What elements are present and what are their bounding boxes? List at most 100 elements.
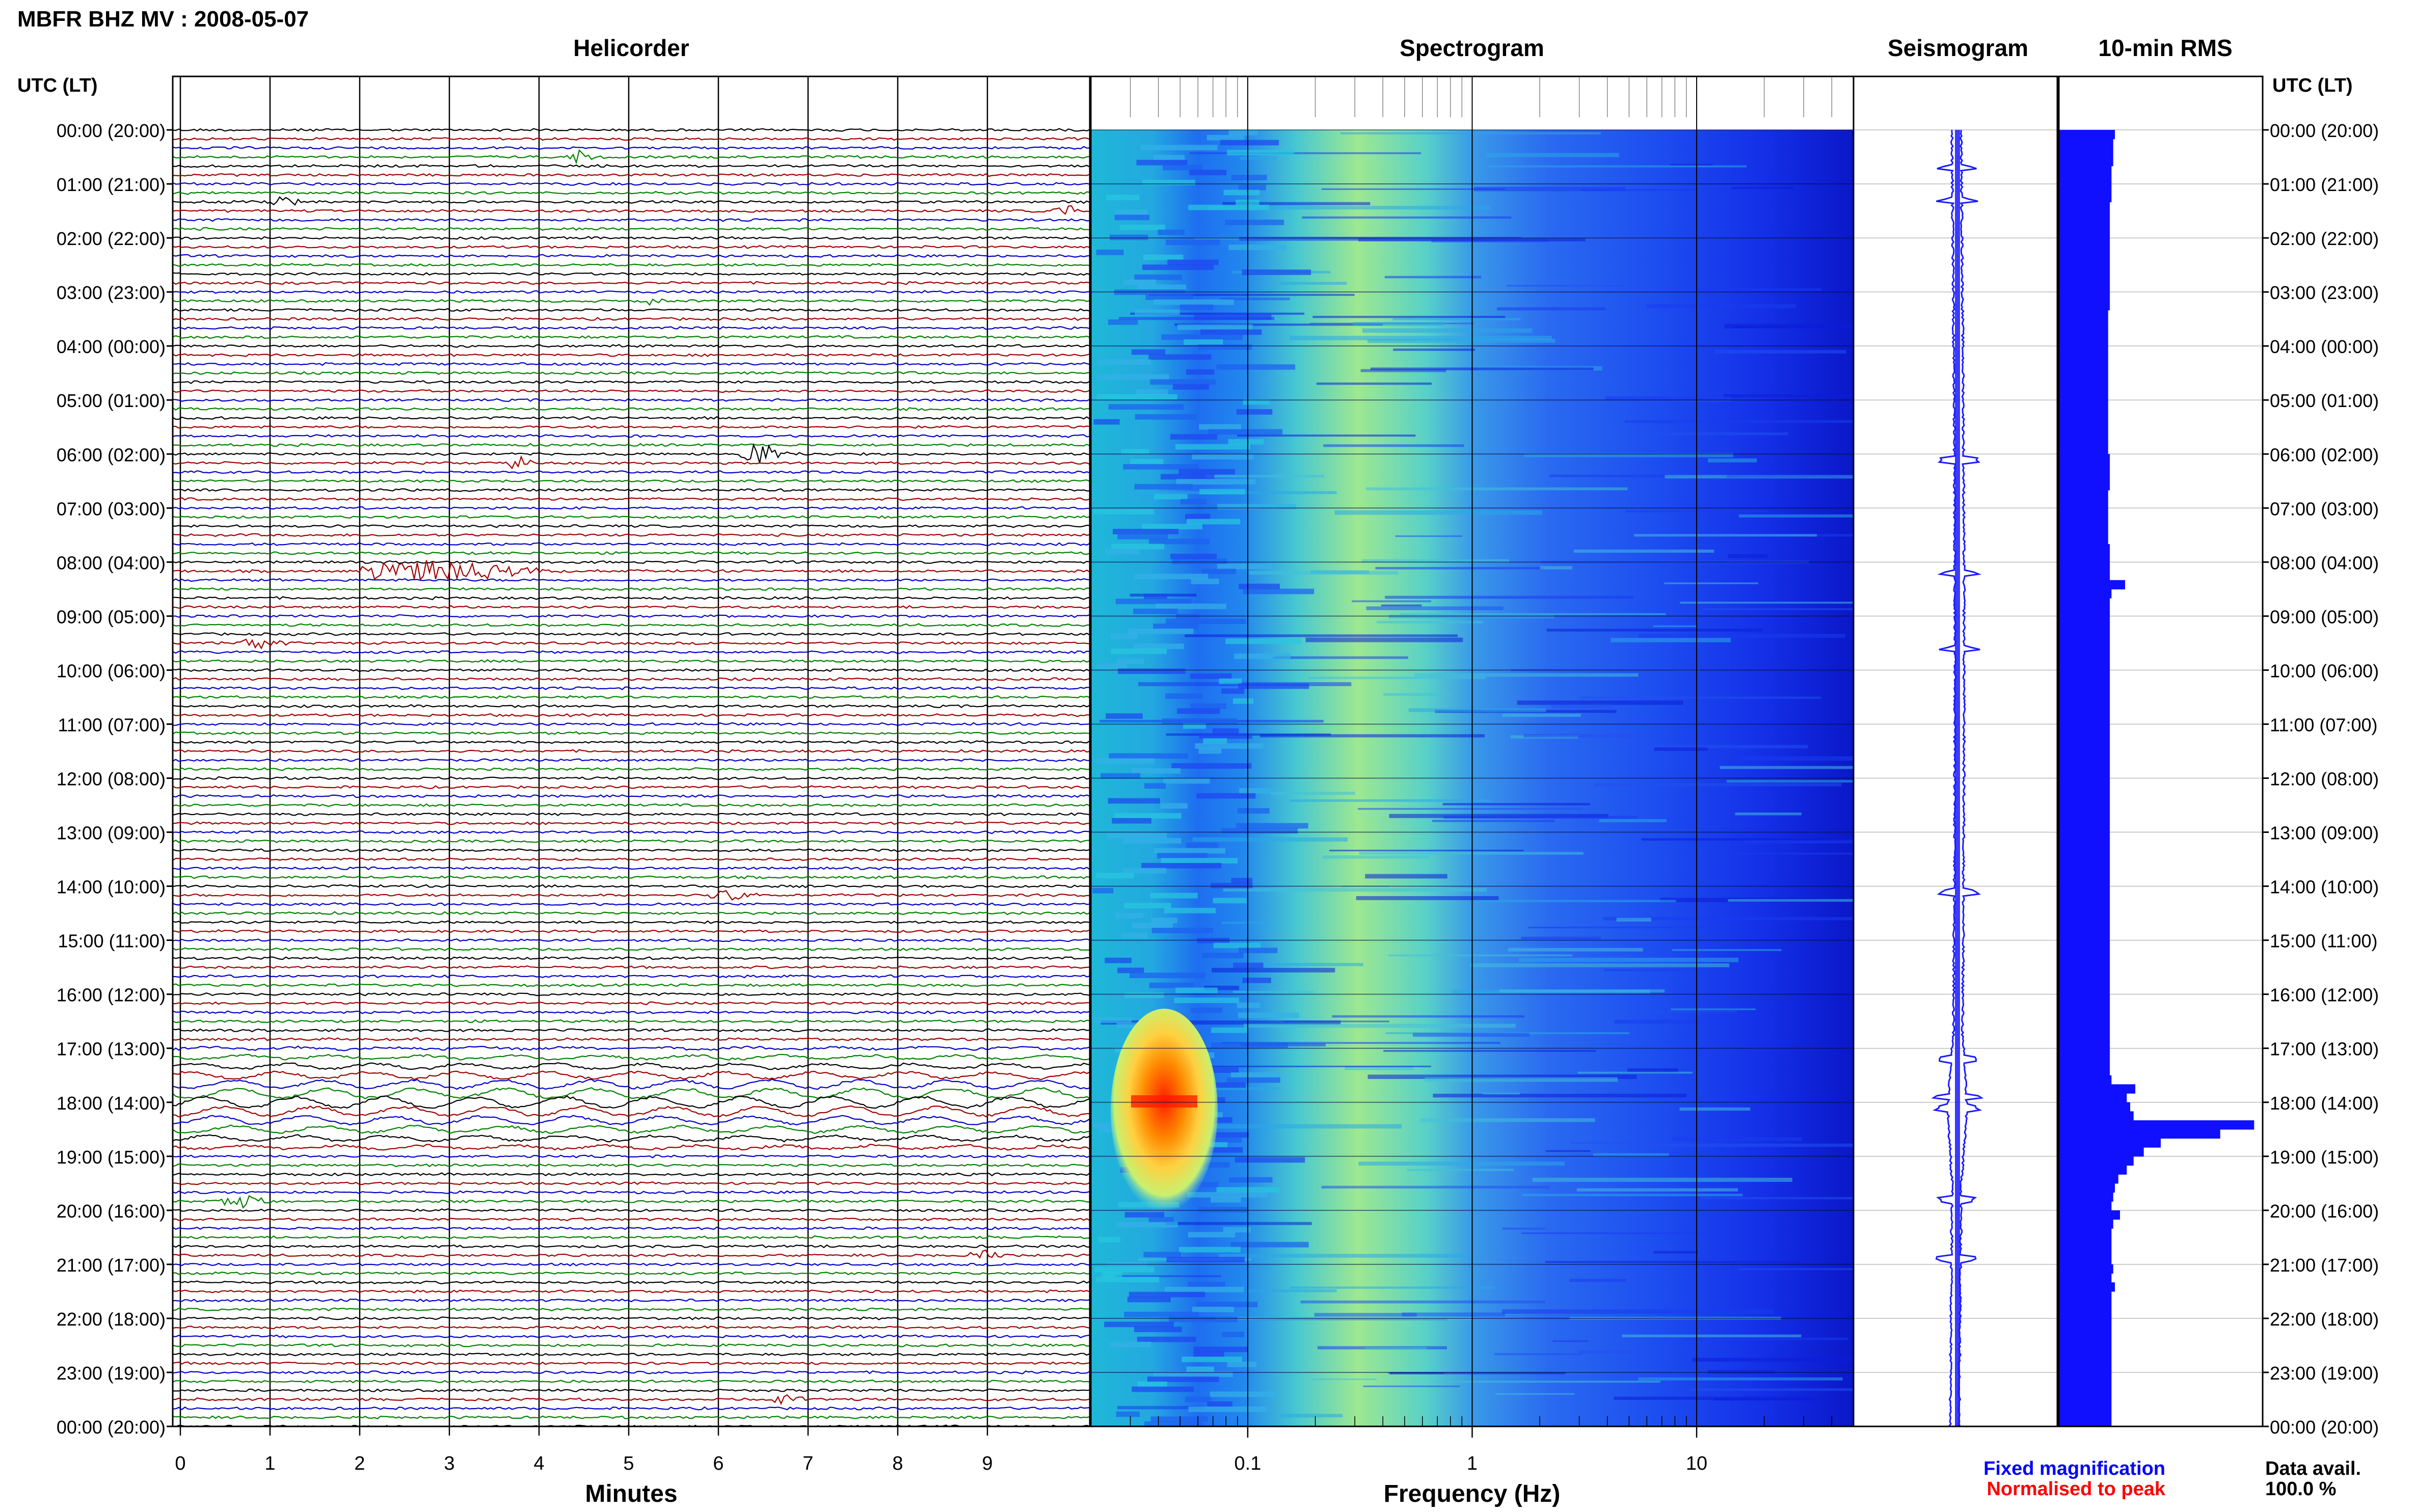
spectrogram-stripe [1244, 1023, 1516, 1028]
spectrogram-stripe [1727, 475, 1854, 478]
rms-bar [2059, 922, 2110, 932]
spectrogram-stripe [1290, 336, 1552, 340]
helicorder-trace [173, 1379, 1090, 1384]
spectrogram-block [1124, 1212, 1165, 1218]
spectrogram-block [1179, 1247, 1241, 1253]
helicorder-trace [173, 992, 1090, 996]
helicorder-trace [173, 884, 1090, 888]
spectrogram-block [1228, 245, 1286, 250]
spectrogram-block [1105, 549, 1140, 555]
spectrogram-stripe [1545, 1150, 1591, 1152]
helicorder-trace [173, 1010, 1090, 1014]
spectrogram-stripe [1248, 1289, 1337, 1292]
spectrogram-block [1143, 1252, 1182, 1258]
time-label-right: 12:00 (08:00) [2270, 769, 2379, 790]
spectrogram-block [1202, 953, 1244, 958]
spectrogram-block [1109, 753, 1188, 759]
spectrogram-block [1186, 843, 1219, 849]
spectrogram-block [1161, 334, 1243, 340]
rms-bar [2059, 733, 2110, 743]
rms-bar [2059, 769, 2110, 779]
spectrogram-stripe [1363, 1385, 1460, 1387]
helicorder-trace [173, 1181, 1090, 1185]
spectrogram-block [1094, 1266, 1155, 1273]
time-label-right: 00:00 (20:00) [2270, 120, 2379, 141]
spectrogram-stripe [1413, 1033, 1530, 1037]
spectrogram-block [1150, 379, 1216, 385]
rms-bar [2059, 1138, 2161, 1148]
spectrogram-block [1109, 1341, 1151, 1347]
time-label-left: 05:00 (01:00) [57, 390, 166, 411]
rms-bar [2059, 652, 2110, 662]
helicorder-trace [173, 965, 1090, 969]
spectrogram-block [1166, 1257, 1245, 1262]
time-label-right: 08:00 (04:00) [2270, 552, 2379, 573]
spectrogram-stripe [1323, 444, 1464, 447]
spectrogram-stripe [1280, 1414, 1343, 1418]
spectrogram-block [1115, 209, 1148, 215]
spectrogram-stripe [1508, 948, 1643, 952]
spectrogram-stripe [1280, 282, 1347, 285]
spectrogram-block [1134, 274, 1182, 280]
helicorder-trace [173, 578, 1090, 582]
spectrogram-stripe [1671, 1008, 1756, 1010]
spectrogram-stripe [1622, 1334, 1802, 1338]
spectrogram-block [1207, 1401, 1232, 1407]
helicorder-trace [173, 1334, 1090, 1339]
spectrogram-stripe [1735, 756, 1854, 761]
helicorder-trace [173, 848, 1090, 852]
spectrogram-block [1198, 344, 1252, 350]
helicorder-trace [173, 890, 1090, 901]
spectrogram-stripe [1367, 339, 1555, 343]
spectrogram-block [1212, 728, 1239, 734]
spectrogram-block [1150, 893, 1198, 899]
spectrogram-stripe [1142, 1124, 1402, 1129]
spectrogram-stripe [1358, 1162, 1565, 1166]
spectrogram-stripe [1321, 1185, 1550, 1189]
helicorder-trace [173, 515, 1090, 519]
spectrogram-block [1243, 399, 1270, 405]
spectrogram-block [1122, 838, 1182, 844]
spectrogram-stripe [1502, 1227, 1545, 1230]
spectrogram-block [1190, 703, 1227, 709]
helicorder-trace [173, 938, 1090, 942]
spectrogram-stripe [1638, 1377, 1843, 1381]
helicorder-trace [173, 1370, 1090, 1374]
spectrogram-stripe [1521, 1232, 1714, 1234]
spectrogram-stripe [1273, 656, 1408, 659]
rms-bar [2059, 1057, 2110, 1067]
spectrogram-block [1141, 862, 1222, 869]
helicorder-trace [173, 1235, 1090, 1239]
helicorder-trace [173, 182, 1090, 186]
spectrogram-stripe [1680, 602, 1854, 604]
spectrogram-stripe [1707, 1370, 1776, 1374]
rms-bar [2059, 1291, 2112, 1301]
helicorder-trace [173, 1271, 1090, 1276]
spectrogram-block [1134, 483, 1193, 490]
spectrogram-stripe [1470, 963, 1730, 967]
helicorder-trace [173, 149, 1090, 165]
spectrogram-block [1169, 1316, 1238, 1322]
spectrogram-stripe [1576, 1188, 1738, 1192]
helicorder-trace [173, 704, 1090, 708]
spectrogram-block [1188, 1232, 1236, 1238]
rms-bar [2059, 265, 2110, 275]
time-axis-label-right: UTC (LT) [2272, 75, 2353, 96]
spectrogram-block [1158, 229, 1185, 235]
spectrogram-stripe [1270, 792, 1355, 795]
rms-bar [2059, 1210, 2120, 1220]
spectrogram-x-tick-label: 1 [1467, 1453, 1478, 1474]
helicorder-x-tick-label: 0 [175, 1453, 185, 1474]
spectrogram-stripe [1432, 820, 1555, 822]
spectrogram-block [1153, 154, 1185, 160]
time-label-left: 10:00 (06:00) [57, 660, 166, 681]
rms-bar [2059, 976, 2110, 986]
spectrogram-stripe [1735, 812, 1802, 816]
helicorder-trace [173, 1244, 1090, 1249]
rms-bar [2059, 445, 2108, 454]
rms-bar [2059, 859, 2110, 869]
spectrogram-x-tick-label: 0.1 [1235, 1453, 1262, 1474]
spectrogram-block [1124, 1311, 1199, 1317]
spectrogram-stripe [1130, 312, 1305, 315]
spectrogram-stripe [1148, 293, 1355, 296]
